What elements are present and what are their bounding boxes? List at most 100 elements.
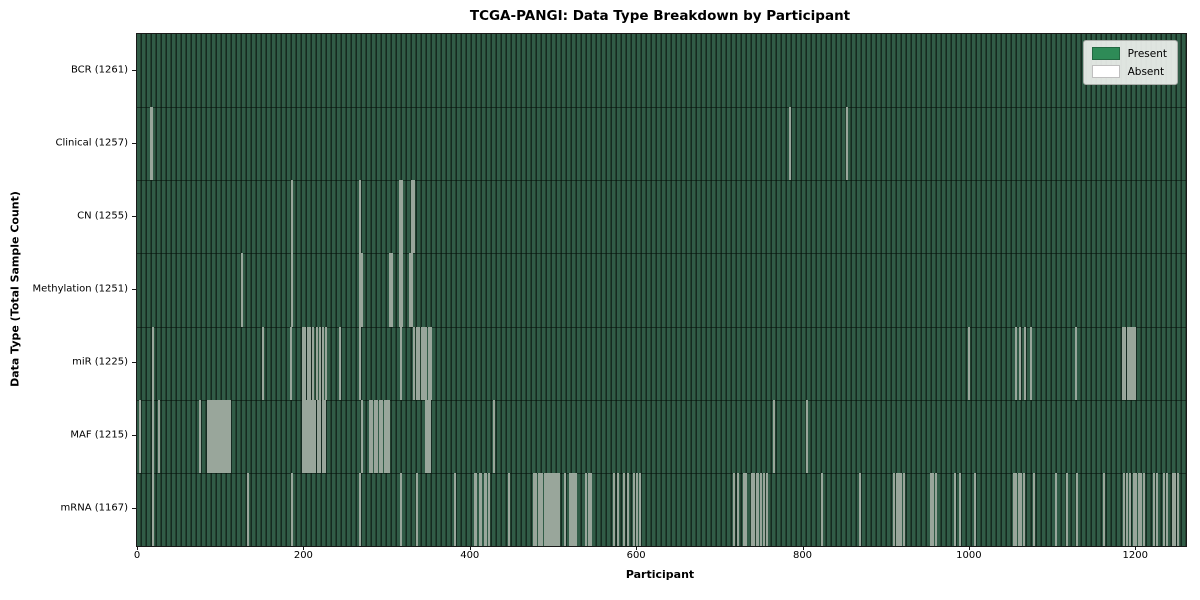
absent-line — [301, 326, 304, 400]
absent-line — [773, 399, 776, 473]
absent-line — [546, 472, 549, 546]
x-tick-label: 600 — [626, 550, 646, 561]
absent-line — [763, 472, 766, 546]
absent-line — [590, 472, 593, 546]
absent-line — [453, 472, 456, 546]
x-tick-mark — [968, 546, 970, 550]
absent-line — [427, 399, 430, 473]
absent-line — [399, 472, 402, 546]
absent-line — [289, 326, 292, 400]
absent-line — [388, 399, 391, 473]
legend: Present Absent — [1082, 40, 1178, 85]
absent-line — [381, 399, 384, 473]
absent-line — [845, 107, 848, 181]
absent-line — [413, 180, 416, 254]
absent-line — [309, 399, 312, 473]
absent-line — [358, 253, 361, 327]
absent-line — [1012, 472, 1015, 546]
absent-line — [308, 399, 311, 473]
absent-line — [151, 326, 154, 400]
absent-line — [753, 472, 756, 546]
absent-line — [1030, 326, 1033, 400]
absent-line — [1032, 472, 1035, 546]
absent-line — [563, 472, 566, 546]
absent-line — [858, 472, 861, 546]
absent-line — [1022, 472, 1025, 546]
absent-line — [1124, 326, 1127, 400]
y-tick-label: CN (1255) — [77, 210, 128, 222]
absent-line — [1171, 472, 1174, 546]
x-tick-label: 400 — [460, 550, 480, 561]
absent-line — [1152, 472, 1155, 546]
y-tick-label: MAF (1215) — [70, 429, 128, 441]
absent-line — [898, 472, 900, 546]
absent-line — [1076, 472, 1079, 546]
absent-line — [573, 472, 576, 546]
x-tick-label: 1200 — [1122, 550, 1148, 561]
absent-line — [383, 399, 386, 473]
absent-line — [541, 472, 544, 546]
absent-line — [1142, 472, 1145, 546]
absent-line — [427, 326, 430, 400]
absent-line — [934, 472, 937, 546]
absent-line — [626, 472, 629, 546]
absent-line — [290, 253, 293, 327]
absent-line — [806, 399, 809, 473]
absent-line — [301, 399, 304, 473]
chart-title: TCGA-PANGI: Data Type Breakdown by Parti… — [469, 8, 851, 24]
row-divider — [137, 253, 1186, 255]
absent-line — [900, 472, 903, 546]
absent-line — [1055, 472, 1058, 546]
absent-line — [1017, 472, 1020, 546]
absent-line — [973, 472, 976, 546]
absent-line — [220, 399, 223, 473]
row-methylation — [137, 253, 1186, 327]
absent-line — [1126, 326, 1129, 400]
absent-line — [400, 253, 403, 327]
absent-line — [557, 472, 560, 546]
absent-line — [361, 253, 364, 327]
absent-line — [1129, 472, 1132, 546]
absent-line — [416, 472, 419, 546]
absent-line — [765, 472, 768, 546]
absent-line — [743, 472, 746, 546]
absent-line — [151, 472, 154, 546]
absent-line — [358, 472, 361, 546]
absent-line — [410, 180, 413, 254]
y-tick-label: Methylation (1251) — [32, 283, 128, 295]
absent-line — [139, 399, 142, 473]
absent-line — [537, 472, 540, 546]
absent-line — [216, 399, 219, 473]
absent-line — [613, 472, 616, 546]
absent-line — [304, 399, 307, 473]
y-tick-mark — [132, 215, 136, 217]
absent-line — [1020, 472, 1023, 546]
row-divider — [137, 180, 1186, 182]
absent-line — [316, 399, 319, 473]
absent-line — [157, 399, 160, 473]
absent-line — [386, 399, 389, 473]
absent-line — [413, 326, 416, 400]
absent-line — [290, 472, 293, 546]
absent-line — [571, 472, 574, 546]
absent-line — [532, 472, 535, 546]
absent-line — [358, 326, 361, 400]
absent-line — [759, 472, 762, 546]
absent-line — [150, 107, 153, 181]
absent-line — [215, 399, 218, 473]
absent-line — [420, 326, 423, 400]
row-divider — [137, 326, 1186, 328]
absent-line — [368, 399, 371, 473]
absent-line — [376, 399, 379, 473]
row-mir — [137, 326, 1186, 400]
absent-line — [1066, 472, 1069, 546]
absent-line — [411, 253, 414, 327]
absent-line — [422, 326, 425, 400]
absent-line — [1132, 326, 1135, 400]
absent-line — [1165, 472, 1168, 546]
legend-entry-present: Present — [1091, 47, 1167, 60]
absent-line — [554, 472, 557, 546]
absent-line — [262, 326, 265, 400]
absent-line — [789, 107, 792, 181]
absent-line — [1140, 472, 1143, 546]
